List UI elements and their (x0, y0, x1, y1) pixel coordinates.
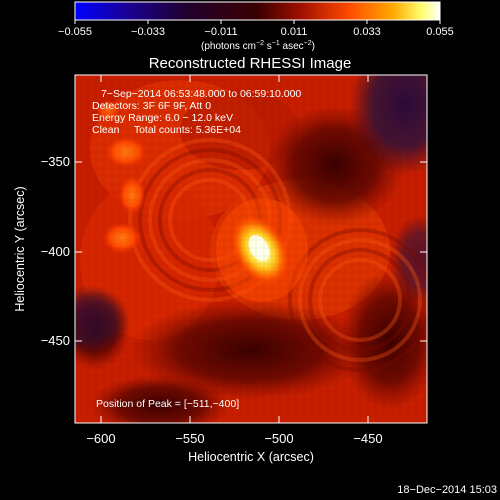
colorbar-units-label: (photons cm−2 s−1 asec−2) (201, 40, 315, 52)
colorbar-tick-label: 0.011 (281, 26, 308, 38)
units-main: (photons cm (201, 41, 256, 52)
units-asec: asec (280, 41, 304, 52)
x-tick-label: −600 (86, 431, 115, 446)
x-axis-label: Heliocentric X (arcsec) (188, 450, 314, 464)
info-line-counts: Clean Total counts: 5.36E+04 (92, 124, 241, 136)
units-exp: −1 (272, 40, 280, 47)
units-mid: s (264, 41, 272, 52)
footer-date: 18−Dec−2014 15:03 (397, 484, 497, 496)
x-tick-label: −550 (175, 431, 204, 446)
y-tick-label: −350 (41, 154, 70, 169)
colorbar-ticks (74, 20, 441, 24)
x-tick-label: −500 (264, 431, 293, 446)
colorbar-tick-label: −0.033 (131, 26, 165, 38)
units-exp: −2 (256, 40, 264, 47)
y-axis (75, 161, 427, 342)
y-tick-label: −400 (41, 244, 70, 259)
x-axis (100, 75, 369, 423)
image-title: Reconstructed RHESSI Image (149, 55, 352, 72)
colorbar-gradient (74, 1, 441, 21)
colorbar-tick-label: −0.011 (204, 26, 237, 38)
units-exp: −2 (304, 40, 312, 47)
colorbar-tick-label: −0.055 (58, 26, 92, 38)
colorbar: −0.055 −0.033 −0.011 0.011 0.033 0.055 (… (58, 1, 454, 52)
info-line-time: 7−Sep−2014 06:53:48.000 to 06:59:10.000 (101, 88, 301, 100)
info-line-detectors: Detectors: 3F 6F 9F, Att 0 (92, 100, 211, 112)
y-axis-label: Heliocentric Y (arcsec) (13, 186, 27, 311)
colorbar-tick-label: 0.055 (426, 26, 454, 38)
rhessi-image (75, 75, 427, 423)
info-box: 7−Sep−2014 06:53:48.000 to 06:59:10.000 … (92, 88, 301, 136)
info-line-energy: Energy Range: 6.0 − 12.0 keV (92, 112, 233, 124)
peak-position-label: Position of Peak = [−511,−400] (96, 398, 239, 410)
units-close: ) (312, 41, 315, 52)
x-tick-label: −450 (353, 431, 382, 446)
y-tick-label: −450 (41, 333, 70, 348)
colorbar-tick-label: 0.033 (353, 26, 381, 38)
plot-frame (74, 74, 428, 424)
